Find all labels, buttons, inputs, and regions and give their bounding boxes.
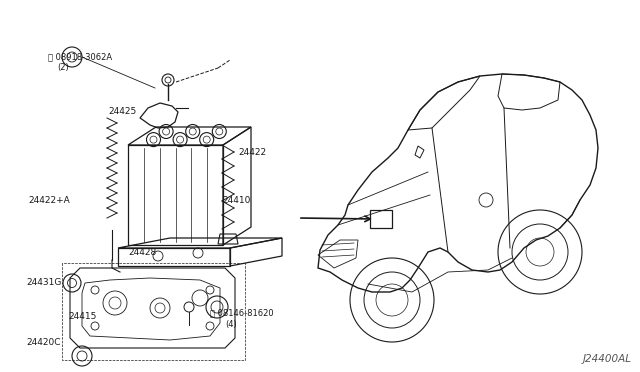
Text: 24431G: 24431G xyxy=(26,278,61,287)
Text: 24410: 24410 xyxy=(222,196,250,205)
Text: 24422+A: 24422+A xyxy=(28,196,70,205)
Text: (2): (2) xyxy=(57,63,68,72)
Text: 24425: 24425 xyxy=(108,107,136,116)
Text: 24420C: 24420C xyxy=(26,338,61,347)
Text: 24415: 24415 xyxy=(68,312,97,321)
Text: ⒢ 08146-81620: ⒢ 08146-81620 xyxy=(210,308,274,317)
Text: (4): (4) xyxy=(225,320,237,329)
Text: J24400AL: J24400AL xyxy=(583,354,632,364)
Text: 24428: 24428 xyxy=(128,248,156,257)
Text: ⓘ 08918-3062A: ⓘ 08918-3062A xyxy=(48,52,112,61)
Text: 24422: 24422 xyxy=(238,148,266,157)
